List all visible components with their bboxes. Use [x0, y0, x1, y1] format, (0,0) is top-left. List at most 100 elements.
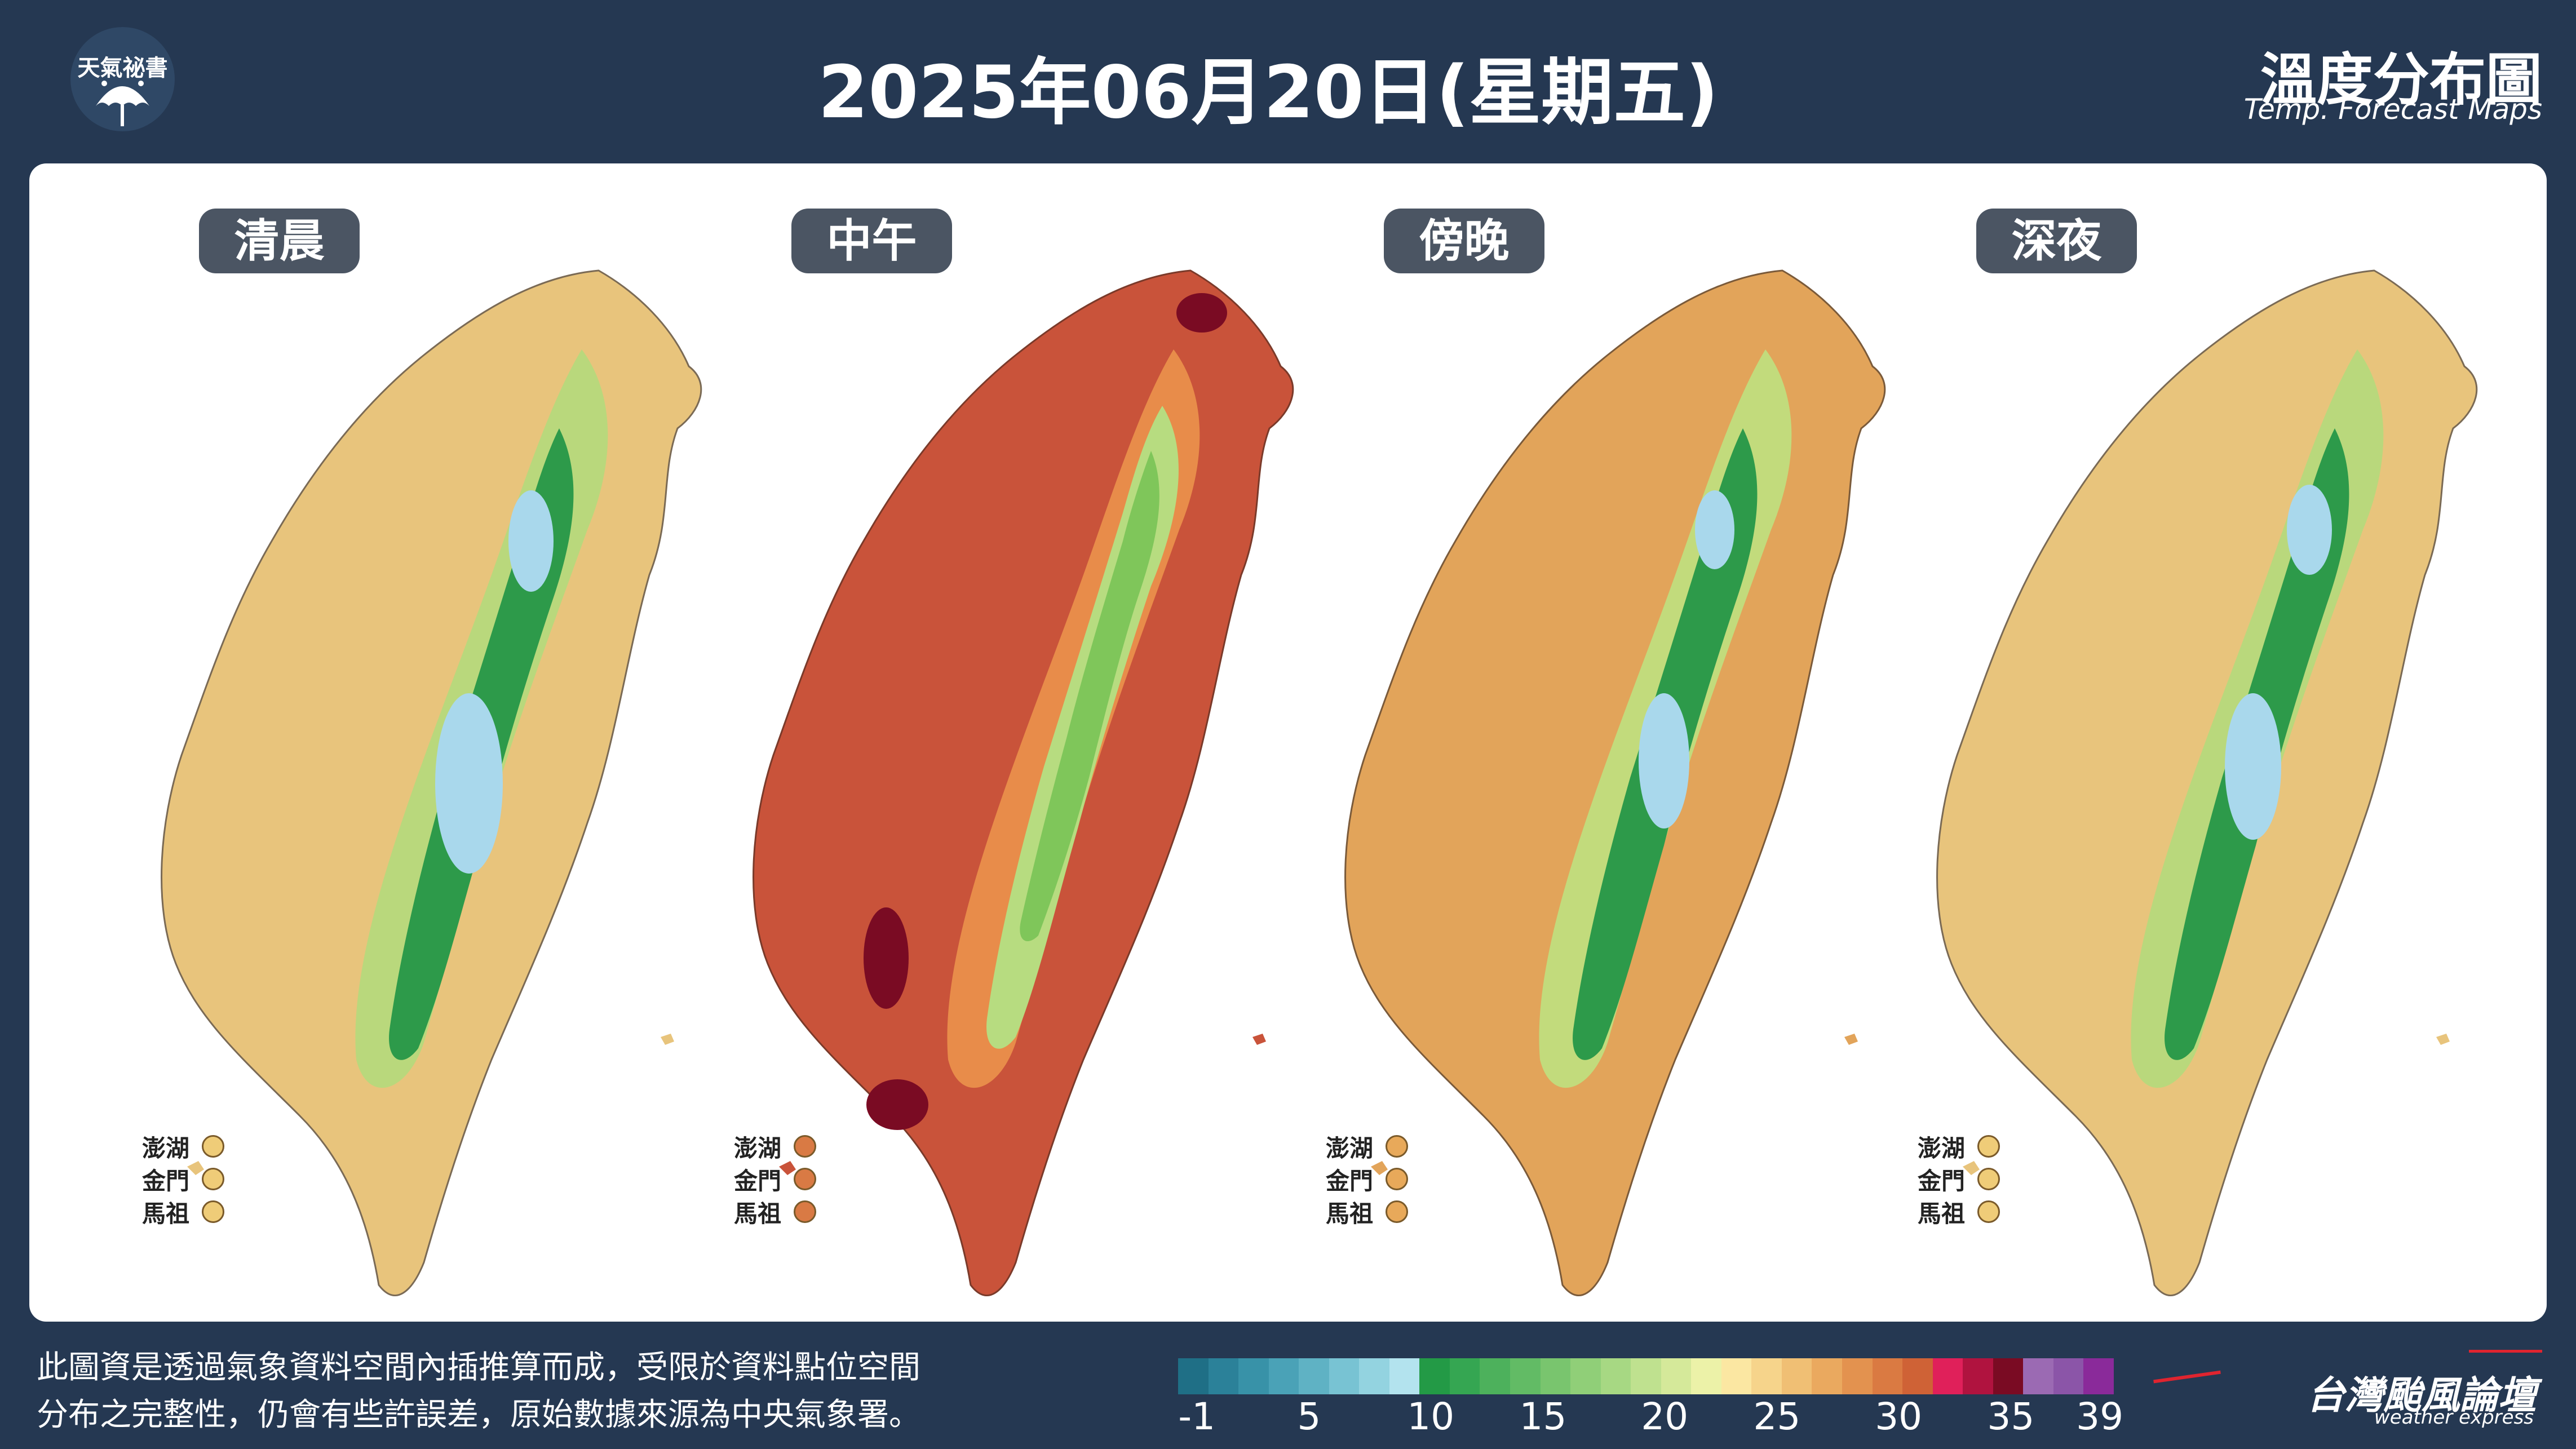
island-name: 馬祖 [1918, 1199, 1966, 1228]
island-color-dot [794, 1135, 817, 1158]
legend-swatch [2023, 1358, 2053, 1394]
legend-swatch [1540, 1358, 1571, 1394]
hot-spot [866, 1079, 928, 1130]
green-island [2436, 1034, 2450, 1045]
footnote-line: 此圖資是透過氣象資料空間內插推算而成，受限於資料點位空間 [37, 1349, 920, 1386]
legend-swatch [1812, 1358, 1843, 1394]
legend-swatch [1751, 1358, 1782, 1394]
penghu-islands [187, 1161, 204, 1175]
island-name: 澎湖 [142, 1134, 190, 1162]
logo: 天氣祕書 [70, 27, 175, 131]
legend-tick-label: 5 [1297, 1395, 1321, 1438]
logo-text: 天氣祕書 [77, 55, 168, 81]
legend-swatch [1872, 1358, 1903, 1394]
island-color-dot [1386, 1135, 1409, 1158]
green-island [1844, 1034, 1858, 1045]
peak-zone [1695, 490, 1734, 569]
legend-swatch [1299, 1358, 1329, 1394]
panel-label-noon: 中午 [791, 209, 952, 273]
legend-swatch [2083, 1358, 2114, 1394]
island-name: 金門 [1918, 1167, 1966, 1195]
panel-label-evening: 傍晚 [1384, 209, 1544, 273]
legend-swatch [1510, 1358, 1541, 1394]
legend-swatch [1781, 1358, 1812, 1394]
island-color-dot [202, 1200, 225, 1223]
legend-swatch [1208, 1358, 1239, 1394]
island-color-dot [1977, 1200, 2000, 1223]
island-color-dot [1386, 1168, 1409, 1190]
peak-zone [508, 490, 554, 592]
legend-swatch [1600, 1358, 1631, 1394]
map-subtitle: Temp. Forecast Maps [2243, 93, 2542, 126]
island-color-dot [794, 1200, 817, 1223]
legend-swatch [1963, 1358, 1993, 1394]
legend-swatch [1389, 1358, 1420, 1394]
taiwan-temperature-map-evening [1344, 269, 1886, 1296]
legend-swatch [1721, 1358, 1752, 1394]
legend-swatch [1932, 1358, 1963, 1394]
legend-swatch [1993, 1358, 2024, 1394]
island-color-dot [202, 1135, 225, 1158]
legend-swatch [2053, 1358, 2084, 1394]
island-name: 澎湖 [1918, 1134, 1966, 1162]
mountain-peak [1020, 451, 1159, 941]
taiwan-temperature-map-night [1936, 269, 2478, 1296]
legend-tick-label: 39 [2076, 1395, 2124, 1438]
green-island [661, 1034, 674, 1045]
taiwan-temperature-map-dawn [161, 269, 702, 1296]
brand-accent-line [2153, 1370, 2221, 1384]
legend-swatch [1178, 1358, 1209, 1394]
temperature-legend-labels: -1 5 10 15 20 25 30 35 39 [1178, 1395, 2123, 1446]
footnote-line: 分布之完整性，仍會有些許誤差，原始數據來源為中央氣象署。 [37, 1397, 920, 1433]
island-name: 馬祖 [1326, 1199, 1374, 1228]
penghu-islands [779, 1161, 796, 1175]
legend-swatch [1902, 1358, 1933, 1394]
legend-tick-label: 30 [1875, 1395, 1923, 1438]
legend-swatch [1419, 1358, 1450, 1394]
island-name: 澎湖 [734, 1134, 782, 1162]
legend-swatch [1691, 1358, 1721, 1394]
legend-tick-label: 25 [1753, 1395, 1801, 1438]
legend-tick-label: 15 [1519, 1395, 1567, 1438]
penghu-islands [1963, 1161, 1980, 1175]
hot-spot [1176, 293, 1227, 333]
penghu-islands [1371, 1161, 1388, 1175]
page-title: 2025年06月20日(星期五) [818, 51, 1719, 135]
legend-swatch [1449, 1358, 1480, 1394]
brand-name: 台灣颱風論壇 [2306, 1373, 2537, 1418]
brand-accent-line [2469, 1350, 2542, 1353]
map-title: 溫度分布圖 [2260, 47, 2542, 113]
island-color-dot [1977, 1168, 2000, 1190]
legend-swatch [1480, 1358, 1511, 1394]
island-name: 馬祖 [734, 1199, 782, 1228]
peak-zone [2287, 485, 2332, 575]
temperature-color-legend [1178, 1358, 2114, 1394]
island-name: 金門 [734, 1167, 782, 1195]
peak-zone [2225, 693, 2281, 840]
islands-legend-dawn: 澎湖 金門 馬祖 [142, 1130, 225, 1228]
island-color-dot [1977, 1135, 2000, 1158]
legend-swatch [1359, 1358, 1389, 1394]
islands-legend-night: 澎湖 金門 馬祖 [1918, 1130, 2000, 1228]
island-color-dot [794, 1168, 817, 1190]
island-name: 金門 [1326, 1167, 1374, 1195]
legend-swatch [1842, 1358, 1873, 1394]
peak-zone [435, 693, 503, 874]
island-name: 馬祖 [142, 1199, 190, 1228]
footnote: 此圖資是透過氣象資料空間內插推算而成，受限於資料點位空間 分布之完整性，仍會有些… [37, 1344, 1164, 1439]
legend-tick-label: 20 [1641, 1395, 1689, 1438]
brand-subtitle: weather express [2374, 1406, 2534, 1429]
legend-tick-label: 10 [1407, 1395, 1455, 1438]
islands-legend-evening: 澎湖 金門 馬祖 [1326, 1130, 1409, 1228]
legend-swatch [1268, 1358, 1299, 1394]
legend-swatch [1238, 1358, 1269, 1394]
panel-label-dawn: 清晨 [199, 209, 360, 273]
panel-label-night: 深夜 [1976, 209, 2137, 273]
legend-swatch [1570, 1358, 1601, 1394]
island-name: 澎湖 [1326, 1134, 1374, 1162]
taiwan-temperature-map-noon [753, 269, 1294, 1296]
island-name: 金門 [142, 1167, 190, 1195]
maps-panel: 清晨 澎湖 金門 馬祖 中午 澎湖 金門 馬祖 傍晚 [29, 163, 2547, 1322]
islands-legend-noon: 澎湖 金門 馬祖 [734, 1130, 817, 1228]
island-color-dot [202, 1168, 225, 1190]
